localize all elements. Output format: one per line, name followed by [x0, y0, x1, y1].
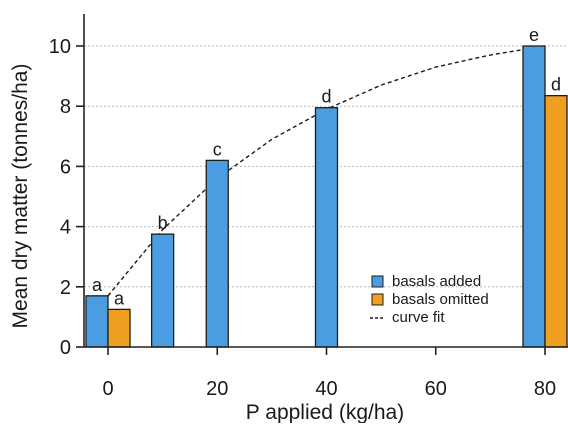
basals-added-bar-0 — [85, 295, 109, 348]
basals-added-label-0: a — [92, 275, 103, 295]
y-axis-label: Mean dry matter (tonnes/ha) — [9, 64, 32, 329]
legend-swatch-basals-added — [371, 275, 384, 288]
basals-omitted-label-0: a — [114, 288, 125, 308]
x-tick-label-20: 20 — [206, 378, 228, 400]
basals-omitted-bar-0 — [107, 308, 131, 348]
basals-added-label-3: d — [321, 87, 331, 107]
y-tick-label-8: 8 — [60, 96, 71, 118]
bars-layer — [85, 45, 568, 348]
legend-label-curve-fit: curve fit — [392, 309, 445, 326]
axes: 0 2 4 6 8 10 0 20 40 60 80 — [49, 14, 568, 400]
y-tick-label-2: 2 — [60, 277, 71, 299]
bar-letter-labels: a b c d e a d — [92, 25, 561, 308]
x-tick-label-60: 60 — [425, 378, 447, 400]
y-tick-label-6: 6 — [60, 156, 71, 178]
basals-added-bar-2 — [205, 159, 229, 348]
y-tick-label-0: 0 — [60, 337, 71, 359]
x-axis-label: P applied (kg/ha) — [246, 401, 404, 423]
basals-omitted-bar-1 — [544, 95, 568, 348]
x-tick-label-80: 80 — [534, 378, 556, 400]
legend-label-basals-omitted: basals omitted — [392, 291, 489, 308]
basals-added-label-2: c — [213, 139, 222, 159]
x-tick-label-0: 0 — [102, 378, 113, 400]
legend-label-basals-added: basals added — [392, 273, 481, 290]
y-tick-label-10: 10 — [49, 36, 71, 58]
legend-swatch-basals-omitted — [371, 293, 384, 306]
y-tick-label-4: 4 — [60, 217, 71, 239]
x-tick-label-40: 40 — [315, 378, 337, 400]
basals-added-bar-1 — [150, 233, 175, 348]
basals-added-label-4: e — [529, 25, 539, 45]
basals-added-label-1: b — [158, 213, 168, 233]
basals-added-bar-4 — [522, 45, 546, 348]
basals-omitted-label-1: d — [551, 75, 561, 95]
basals-added-bar-3 — [314, 107, 339, 348]
